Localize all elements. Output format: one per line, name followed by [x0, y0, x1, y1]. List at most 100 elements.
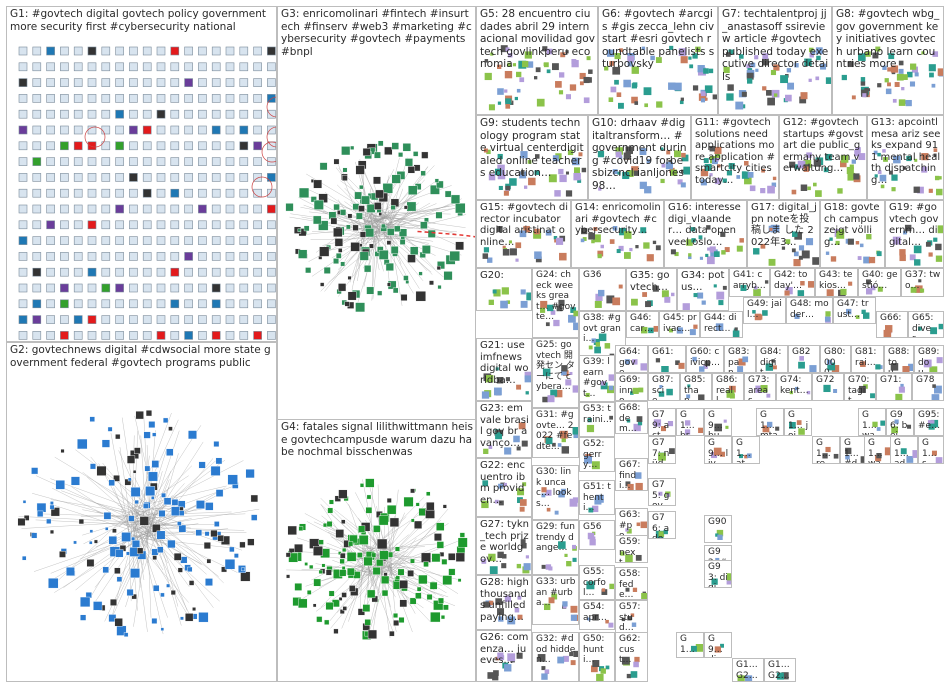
node [156, 157, 166, 166]
node [170, 299, 180, 309]
group-label-g1h: G1… G2… [736, 660, 758, 681]
node [583, 97, 590, 104]
node [644, 103, 649, 108]
node [156, 220, 166, 230]
node [860, 456, 867, 463]
node [32, 315, 42, 324]
node [371, 552, 377, 558]
node [723, 66, 730, 74]
edge [328, 232, 391, 283]
node-ring [266, 96, 276, 118]
node [129, 315, 138, 324]
group-nodes [653, 419, 674, 432]
group-panel-g44: G44: direct… [700, 311, 743, 338]
node [60, 315, 69, 324]
edge [87, 477, 150, 532]
node [586, 424, 595, 433]
node [776, 672, 784, 680]
node [247, 538, 255, 546]
node [874, 174, 878, 178]
node [688, 56, 692, 60]
node [631, 66, 639, 74]
node [917, 186, 924, 194]
group-panel-g57: G57: stud… [615, 600, 648, 633]
node [823, 384, 831, 393]
node [105, 527, 109, 531]
node [621, 617, 626, 622]
node [496, 377, 504, 384]
node [437, 285, 442, 290]
node [726, 573, 731, 581]
node [101, 252, 111, 261]
node [928, 252, 933, 257]
group-label-g71: G71: [880, 375, 902, 385]
edge [387, 541, 392, 554]
group-panel-g11: G11: #govtech solutions need application… [691, 115, 779, 200]
group-label-g9: G9: students technology program state vi… [480, 117, 584, 179]
node [198, 204, 207, 214]
node [225, 204, 235, 214]
node [787, 82, 795, 90]
node [597, 250, 604, 257]
edge [35, 519, 141, 526]
group-panel-g74: G74: kent… [776, 373, 812, 401]
node [211, 236, 221, 245]
node [880, 184, 885, 189]
node [488, 553, 496, 562]
node [703, 158, 709, 164]
node [667, 420, 674, 427]
node [22, 500, 27, 504]
group-label-g32: G32: #dod hidden… [536, 634, 576, 665]
group-panel-g95: G95: #e… [914, 408, 944, 436]
group-nodes [620, 551, 642, 562]
node [394, 225, 401, 232]
node [32, 331, 42, 340]
node [554, 239, 558, 243]
group-panel-g83: G83: pan… [724, 345, 756, 373]
group-panel-g1i: G1… G2… [764, 658, 796, 682]
node [134, 447, 141, 454]
node [393, 613, 399, 619]
node [32, 157, 42, 166]
node [114, 618, 123, 627]
node [18, 220, 28, 230]
node [433, 533, 442, 542]
node [224, 559, 236, 570]
node [341, 592, 347, 598]
node [489, 566, 498, 574]
node [661, 163, 666, 168]
node [170, 331, 180, 340]
node [338, 283, 347, 292]
node [670, 169, 678, 176]
group-panel-g1b: G1… rec… [812, 436, 840, 464]
node [504, 447, 512, 455]
edge [142, 508, 149, 554]
node [581, 167, 587, 173]
node [495, 432, 502, 440]
node [753, 286, 758, 290]
node [313, 578, 322, 587]
group-panel-g73: G73: areas… [744, 373, 776, 401]
node [267, 299, 276, 309]
node [507, 52, 513, 58]
node [851, 95, 856, 100]
node [346, 552, 357, 562]
node [102, 566, 109, 574]
node [435, 211, 443, 219]
node [891, 426, 899, 434]
node [769, 227, 773, 231]
node [387, 228, 395, 236]
node [80, 614, 87, 621]
node [798, 428, 805, 435]
edge [50, 499, 144, 516]
node [211, 299, 221, 309]
node [321, 563, 326, 568]
node [129, 173, 138, 182]
node [142, 173, 152, 182]
node [571, 58, 577, 64]
group-panel-g9a: G9… live… [704, 436, 732, 464]
node [565, 171, 569, 175]
node [267, 236, 276, 245]
node [482, 480, 489, 487]
node [316, 616, 323, 623]
